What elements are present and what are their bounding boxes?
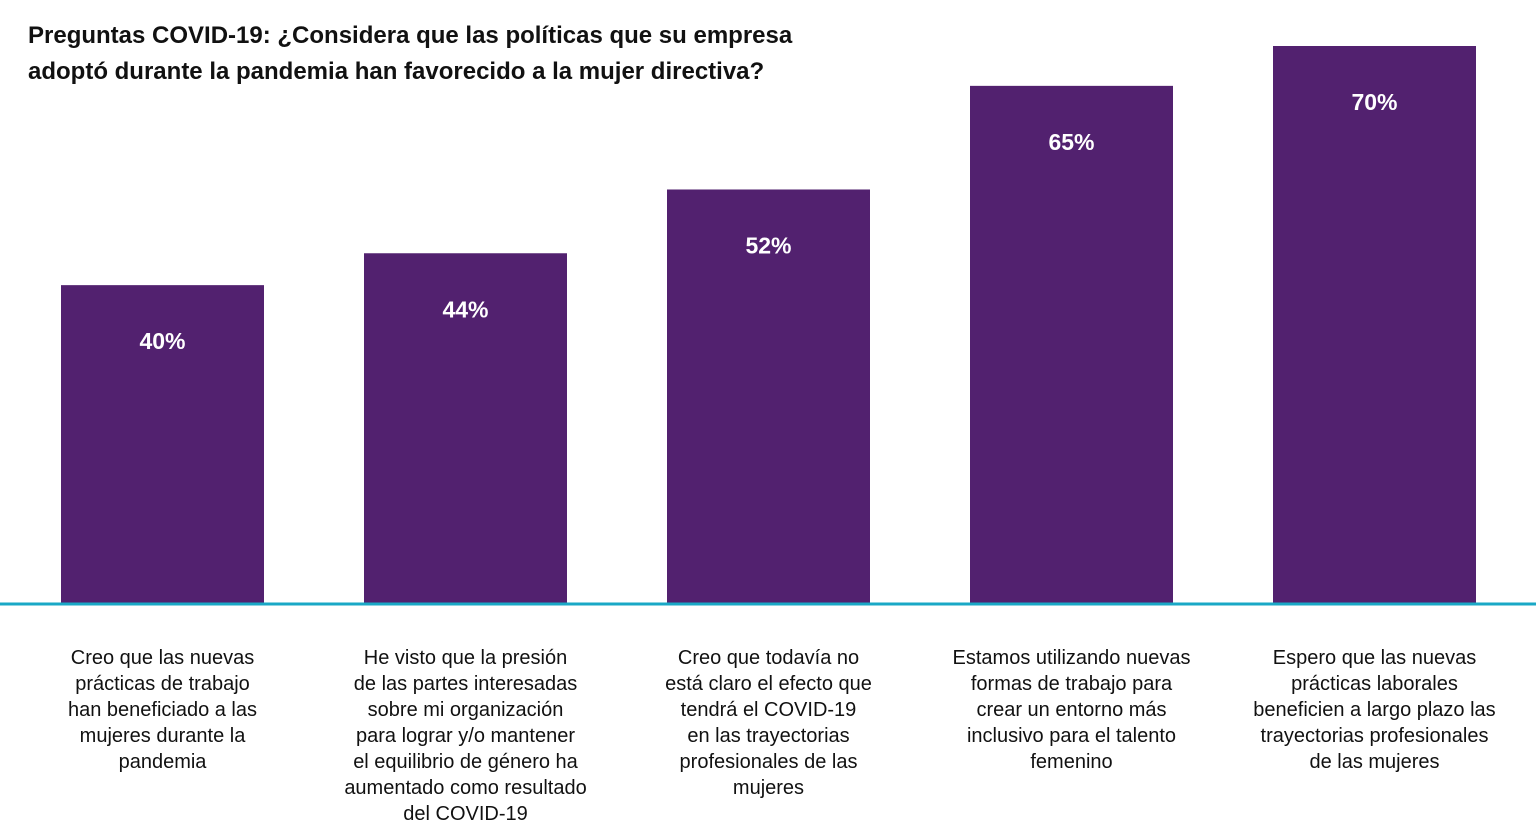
category-label-line: femenino: [1030, 751, 1113, 773]
category-label-line: para lograr y/o mantener: [355, 725, 575, 747]
category-label-line: del COVID-19: [403, 803, 528, 825]
category-label-line: beneficien a largo plazo las: [1253, 699, 1496, 721]
chart-title-line: adoptó durante la pandemia han favorecid…: [28, 58, 765, 85]
bar-3: [667, 189, 870, 604]
category-label-line: Creo que las nuevas: [70, 647, 255, 669]
category-label-line: de las partes interesadas: [353, 673, 578, 695]
category-label-line: mujeres: [732, 777, 805, 799]
category-label-line: aumentado como resultado: [344, 777, 587, 799]
category-label-line: de las mujeres: [1309, 751, 1440, 773]
category-label-line: formas de trabajo para: [970, 673, 1173, 695]
bar-value-label: 65%: [1048, 129, 1094, 155]
category-label-line: está claro el efecto que: [665, 673, 872, 695]
bar-value-label: 70%: [1351, 89, 1397, 115]
category-label-line: Espero que las nuevas: [1272, 647, 1477, 669]
category-label-line: trayectorias profesionales: [1260, 725, 1489, 747]
category-label-line: Estamos utilizando nuevas: [952, 647, 1191, 669]
category-label-line: han beneficiado a las: [67, 699, 258, 721]
bar-1: [61, 285, 264, 604]
category-label-line: el equilibrio de género ha: [353, 751, 578, 773]
category-label-line: He visto que la presión: [363, 647, 568, 669]
bar-value-label: 44%: [442, 296, 488, 322]
category-label-line: en las trayectorias: [687, 725, 850, 747]
chart-title-line: Preguntas COVID-19: ¿Considera que las p…: [28, 22, 793, 49]
bar-2: [364, 253, 567, 604]
category-label-line: pandemia: [118, 751, 207, 773]
category-label: Creo que las nuevas prácticas de trabajo h…: [13, 645, 313, 775]
category-label-line: crear un entorno más: [976, 699, 1167, 721]
category-label: Espero que las nuevas prácticas laborales…: [1225, 645, 1525, 775]
bar-value-label: 40%: [139, 328, 185, 354]
category-label-line: profesionales de las: [679, 751, 858, 773]
category-label-line: Creo que todavía no: [677, 647, 860, 669]
category-label-line: sobre mi organización: [367, 699, 564, 721]
category-label-line: prácticas de trabajo: [75, 673, 250, 695]
category-label: Creo que todavía no está claro el efecto …: [619, 645, 919, 801]
category-label-line: tendrá el COVID-19: [680, 699, 857, 721]
bar-value-label: 52%: [745, 232, 791, 258]
bar-5: [1273, 46, 1476, 604]
category-label: He visto que la presión de las partes int…: [316, 645, 616, 827]
bar-4: [970, 85, 1173, 605]
bar-chart: 40% 44% 52% 65% 70%: [0, 46, 1536, 606]
category-label-line: mujeres durante la: [79, 725, 246, 747]
category-label-line: inclusivo para el talento: [966, 725, 1176, 747]
category-label-line: prácticas laborales: [1291, 673, 1458, 695]
chart-title: Preguntas COVID-19: ¿Considera que las p…: [28, 18, 908, 90]
category-label: Estamos utilizando nuevas formas de traba…: [922, 645, 1222, 775]
